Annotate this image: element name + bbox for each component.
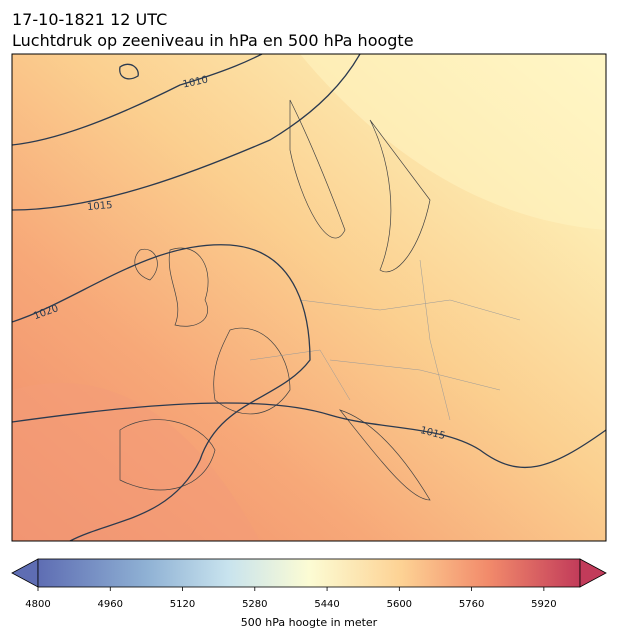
colorbar-extend-high xyxy=(579,558,607,588)
isobar xyxy=(119,63,139,80)
colorbar-tick-label: 4960 xyxy=(98,599,123,610)
colorbar-tick-label: 5760 xyxy=(459,599,484,610)
isobar xyxy=(12,244,311,541)
map xyxy=(12,54,606,541)
colorbar-tick-label: 5440 xyxy=(314,599,339,610)
colorbar-extend-low xyxy=(11,558,39,588)
colorbar-label: 500 hPa hoogte in meter xyxy=(241,616,378,629)
isobar xyxy=(12,402,606,469)
colorbar-tick-label: 4800 xyxy=(25,599,50,610)
colorbar-tick-label: 5920 xyxy=(531,599,556,610)
isobar xyxy=(12,54,263,146)
colorbar-tick-label: 5280 xyxy=(242,599,267,610)
title: Luchtdruk op zeeniveau in hPa en 500 hPa… xyxy=(12,31,414,50)
field-band xyxy=(12,383,260,541)
field-band xyxy=(300,54,606,230)
title-date: 17-10-1821 12 UTC xyxy=(12,10,167,29)
contour-label: 1015 xyxy=(87,200,113,213)
colorbar-tick-label: 5120 xyxy=(170,599,195,610)
colorbar-bar xyxy=(37,558,581,588)
colorbar xyxy=(11,558,607,588)
colorbar-tick-label: 5600 xyxy=(387,599,412,610)
contour-label: 1010 xyxy=(182,75,209,91)
isobar xyxy=(12,54,361,211)
map-frame xyxy=(11,53,607,542)
